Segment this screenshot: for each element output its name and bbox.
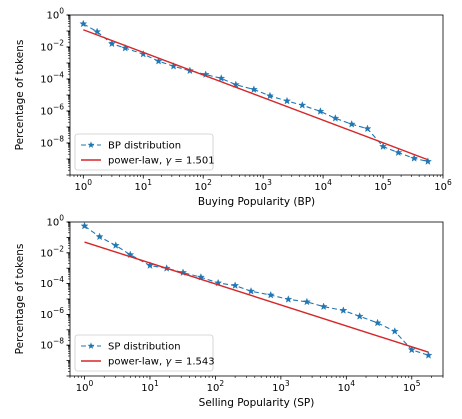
data-point-star [284,295,293,303]
data-point-star [266,91,274,100]
data-point-star [231,80,240,89]
data-point-star [363,124,372,133]
buying-popularity-chart: 100 101 102 103 104 105 106 100 10−2 10−4 10−6 10−8… [14,7,452,209]
y-axis-title: Percentage of tokens [14,40,26,151]
legend-swatch-star [87,342,95,349]
y-tick-label: 10−8 [40,135,64,150]
data-point-star [247,287,255,295]
legend-label: power-law, γ = 1.543 [108,357,215,368]
x-tick-label: 100 [75,178,93,193]
data-point-star [379,142,388,150]
legend-box [74,334,214,372]
data-point-star [331,114,340,122]
data-point-star [390,327,399,335]
data-point-star [316,107,325,115]
data-point-star [111,241,120,249]
x-axis-title: Selling Popularity (SP) [199,397,315,409]
data-point-star [93,27,102,36]
data-point-star [154,57,163,65]
data-point-star [95,232,104,241]
y-tick-label: 100 [46,214,64,229]
data-point-star [283,96,291,105]
y-tick-label: 10−6 [40,103,64,118]
y-tick-label: 10−6 [40,306,64,321]
legend-swatch-star [87,141,95,148]
data-point-star [302,297,311,306]
data-point-star [423,157,432,165]
x-tick-label: 104 [338,379,356,394]
data-point-star [249,85,258,93]
x-tick-label: 103 [254,178,272,193]
data-point-star [80,221,89,230]
x-tick-label: 106 [434,178,452,193]
legend: SP distribution power-law, γ = 1.543 [74,334,215,372]
data-point-star [231,281,240,289]
data-point-star [407,345,416,354]
legend-label: power-law, γ = 1.501 [108,156,215,167]
series-line [84,225,429,356]
data-point-star [347,120,356,128]
x-tick-label: 105 [374,178,392,193]
x-tick-label: 101 [141,379,159,394]
y-tick-label: 10−4 [40,71,64,86]
y-tick-label: 10−8 [40,337,64,352]
power-law-fit-line [83,29,429,161]
y-axis-title: Percentage of tokens [14,244,26,355]
data-point-star [410,154,419,162]
legend-box [74,133,214,171]
data-point-star [107,39,116,48]
data-point-star [319,302,328,310]
x-tick-label: 104 [314,178,332,193]
y-tick-label: 10−4 [40,275,64,290]
selling-popularity-chart: 100 101 102 103 104 105 100 10−2 10−4 10−6 10−8 Sel… [14,214,444,409]
y-tick-label: 10−2 [40,244,64,259]
x-tick-label: 103 [272,379,290,394]
y-tick-label: 10−2 [40,39,64,54]
power-law-fit-line [84,241,429,353]
data-point-star [79,19,88,28]
data-point-star [298,101,307,109]
x-tick-label: 102 [194,178,212,193]
data-point-star [424,351,433,359]
x-tick-label: 102 [207,379,225,394]
x-tick-label: 105 [403,379,421,394]
data-point-star [373,318,382,327]
x-tick-label: 100 [76,379,94,394]
legend-label: BP distribution [108,141,181,152]
legend: BP distribution power-law, γ = 1.501 [74,133,215,171]
data-point-star [355,312,364,320]
x-tick-label: 101 [134,178,152,193]
y-tick-label: 100 [46,7,64,22]
data-point-star [394,148,403,157]
data-point-star [339,306,348,314]
data-point-star [217,74,226,82]
legend-label: SP distribution [108,342,181,353]
data-point-star [266,290,275,299]
x-axis-title: Buying Popularity (BP) [198,196,315,208]
